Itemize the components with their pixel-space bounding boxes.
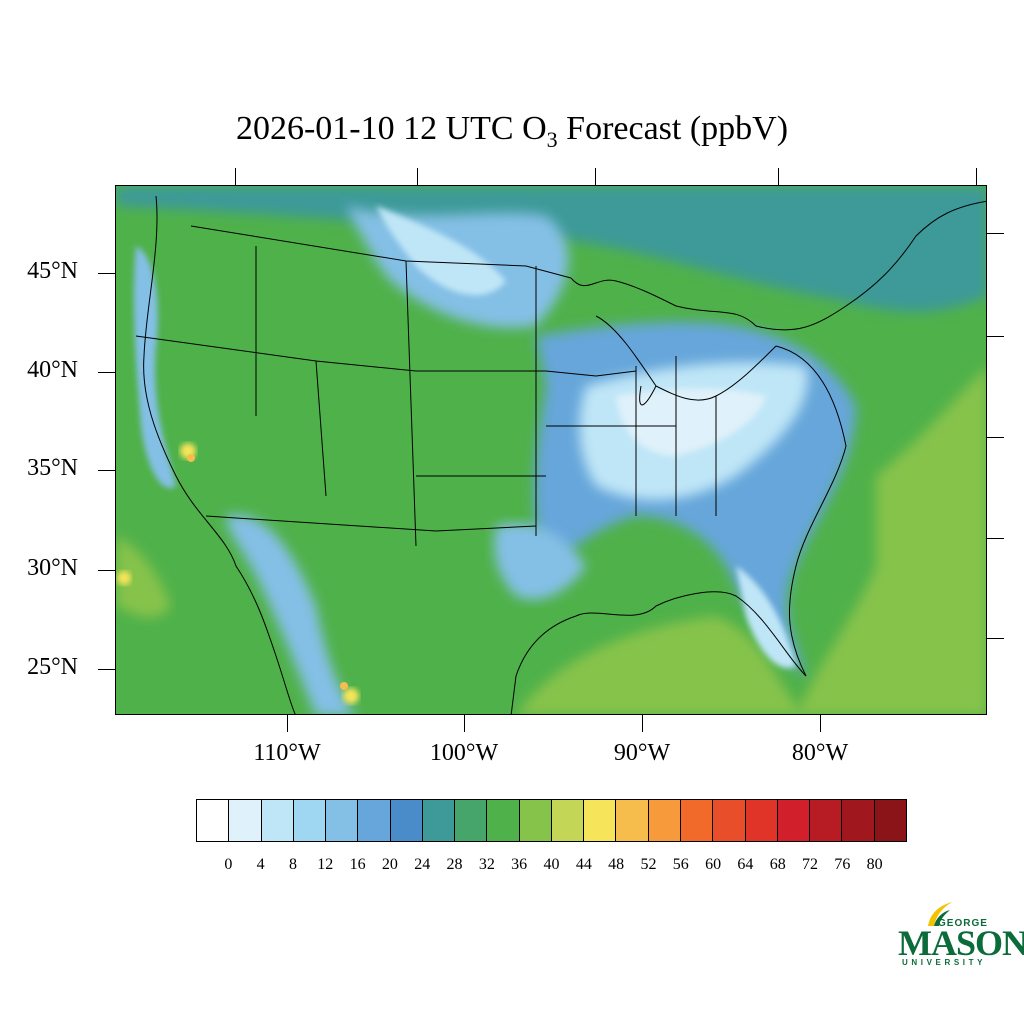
colorbar-label: 72: [802, 856, 819, 873]
lon-label-110: 110°W: [253, 740, 321, 766]
colorbar-swatch: [874, 800, 906, 841]
colorbar-label: 8: [288, 856, 297, 873]
top-tick: [976, 168, 977, 185]
left-tick: [98, 470, 115, 471]
colorbar-swatch: [648, 800, 681, 841]
logo-mason: MASON: [898, 923, 1024, 963]
colorbar-swatch: [842, 800, 875, 841]
right-tick: [987, 233, 1004, 234]
right-tick: [987, 336, 1004, 337]
colorbar-label: 0: [224, 856, 233, 873]
left-tick: [98, 372, 115, 373]
colorbar-label: 44: [575, 856, 592, 873]
colorbar-swatch: [551, 800, 585, 841]
colorbar-label: 36: [511, 856, 528, 873]
map-title: 2026-01-10 12 UTC O3 Forecast (ppbV): [0, 110, 1024, 153]
colorbar-label: 76: [834, 856, 851, 873]
title-prefix: 2026-01-10 12 UTC O: [235, 110, 547, 147]
colorbar-label: 64: [737, 856, 754, 873]
george-mason-logo: GEORGE MASON UNIVERSITY: [898, 900, 1024, 970]
colorbar-swatch: [358, 800, 391, 841]
colorbar-label: 28: [446, 856, 463, 873]
colorbar-label: 32: [478, 856, 495, 873]
colorbar-swatch: [777, 800, 811, 841]
colorbar-swatch: [616, 800, 649, 841]
lat-label-45: 45°N: [27, 258, 78, 284]
top-tick: [235, 168, 236, 185]
colorbar-swatch: [293, 800, 327, 841]
colorbar-label: 40: [543, 856, 560, 873]
left-tick: [98, 570, 115, 571]
colorbar-swatch: [422, 800, 456, 841]
colorbar-swatch: [584, 800, 617, 841]
top-tick: [778, 168, 779, 185]
colorbar-label: 4: [256, 856, 265, 873]
colorbar-label: 48: [608, 856, 625, 873]
top-tick: [595, 168, 596, 185]
colorbar-swatch: [745, 800, 778, 841]
lon-label-80: 80°W: [791, 740, 849, 766]
colorbar-swatch: [229, 800, 262, 841]
logo-university: UNIVERSITY: [902, 958, 987, 967]
left-tick: [98, 669, 115, 670]
flame-icon: [928, 902, 952, 926]
colorbar-label: 80: [866, 856, 883, 873]
right-tick: [987, 538, 1004, 539]
title-suffix: Forecast (ppbV): [557, 110, 789, 147]
title-subscript: 3: [546, 126, 558, 152]
colorbar-swatch: [197, 800, 230, 841]
lat-label-35: 35°N: [27, 455, 78, 481]
colorbar-label: 24: [414, 856, 431, 873]
top-tick: [417, 168, 418, 185]
lat-label-30: 30°N: [27, 555, 78, 581]
colorbar-swatch: [519, 800, 552, 841]
colorbar-swatch: [810, 800, 843, 841]
ozone-field: [116, 186, 986, 714]
colorbar-label: 12: [317, 856, 334, 873]
colorbar-label: 52: [640, 856, 657, 873]
bottom-tick: [642, 715, 643, 732]
logo-george: GEORGE: [938, 918, 988, 929]
lon-label-90: 90°W: [613, 740, 671, 766]
ozone-map: [115, 185, 987, 715]
colorbar-swatch: [713, 800, 746, 841]
colorbar-swatch: [487, 800, 520, 841]
colorbar-swatch: [326, 800, 359, 841]
bottom-tick: [287, 715, 288, 732]
colorbar-label: 20: [381, 856, 398, 873]
colorbar-swatch: [455, 800, 488, 841]
colorbar-label: 16: [349, 856, 366, 873]
lat-label-40: 40°N: [27, 357, 78, 383]
colorbar-label: 60: [705, 856, 722, 873]
lat-label-25: 25°N: [27, 654, 78, 680]
colorbar-label: 68: [769, 856, 786, 873]
colorbar-swatch: [261, 800, 294, 841]
bottom-tick: [820, 715, 821, 732]
lon-label-100: 100°W: [429, 740, 499, 766]
colorbar: [196, 799, 907, 842]
colorbar-label: 56: [672, 856, 689, 873]
colorbar-swatch: [680, 800, 714, 841]
colorbar-swatch: [390, 800, 423, 841]
right-tick: [987, 638, 1004, 639]
left-tick: [98, 273, 115, 274]
bottom-tick: [464, 715, 465, 732]
right-tick: [987, 437, 1004, 438]
